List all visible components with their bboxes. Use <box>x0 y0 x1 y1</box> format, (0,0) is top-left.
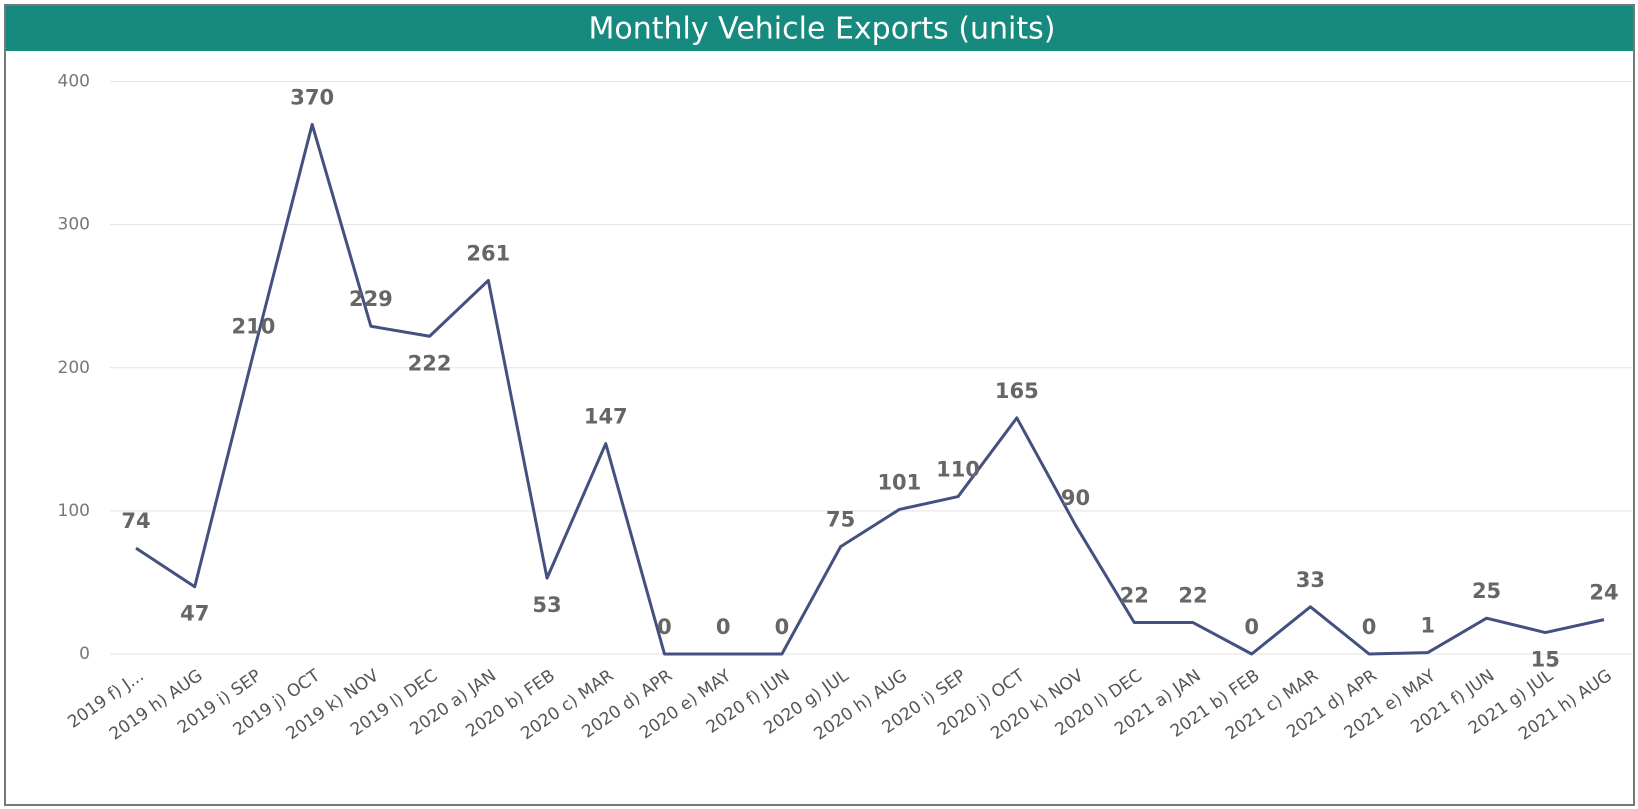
y-tick-label: 200 <box>58 358 90 378</box>
data-label: 229 <box>349 287 393 311</box>
data-label: 22 <box>1178 584 1207 608</box>
data-label: 90 <box>1061 486 1090 510</box>
data-label: 0 <box>657 615 672 639</box>
data-label: 1 <box>1421 614 1436 638</box>
data-label: 110 <box>936 458 980 482</box>
data-label: 0 <box>716 615 731 639</box>
y-tick-label: 400 <box>58 72 90 92</box>
data-label: 222 <box>408 351 452 375</box>
data-label: 147 <box>584 405 628 429</box>
data-label: 0 <box>775 615 790 639</box>
y-tick-label: 300 <box>58 215 90 235</box>
line <box>135 122 1605 656</box>
data-label: 165 <box>995 379 1039 403</box>
data-label: 33 <box>1296 568 1325 592</box>
data-label: 47 <box>180 602 209 626</box>
data-label: 370 <box>290 85 334 109</box>
data-label: 0 <box>1362 615 1377 639</box>
data-label: 74 <box>121 509 150 533</box>
data-label: 210 <box>232 314 276 338</box>
data-label: 25 <box>1472 579 1501 603</box>
frame <box>4 4 1635 806</box>
data-label: 22 <box>1120 584 1149 608</box>
data-label: 75 <box>826 508 855 532</box>
y-tick-label: 0 <box>79 644 90 664</box>
data-label: 15 <box>1531 648 1560 672</box>
y-tick-label: 100 <box>58 501 90 521</box>
data-label: 261 <box>466 241 510 265</box>
data-label: 53 <box>532 593 561 617</box>
title-bar <box>6 6 1633 51</box>
data-label: 24 <box>1589 581 1618 605</box>
data-label: 101 <box>877 470 921 494</box>
chart-title: Monthly Vehicle Exports (units) <box>588 12 1055 47</box>
data-label: 0 <box>1244 615 1259 639</box>
